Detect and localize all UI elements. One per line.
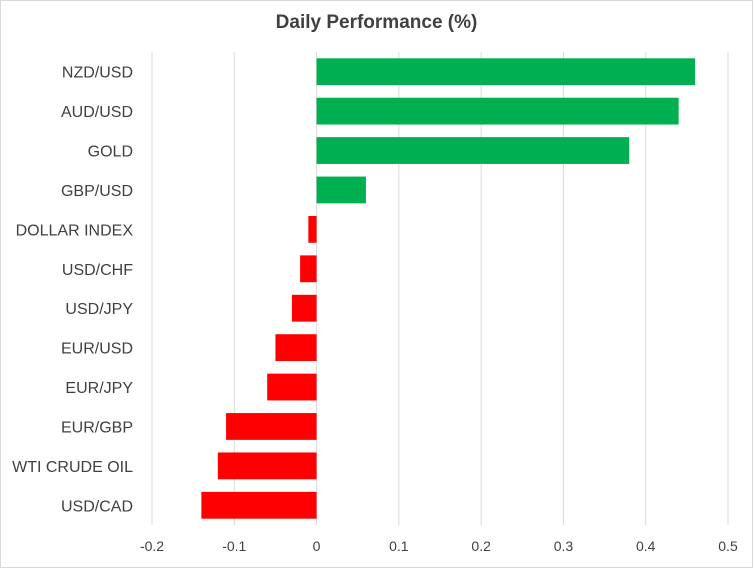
category-label: EUR/USD xyxy=(61,341,133,358)
bar xyxy=(275,334,317,362)
bar xyxy=(300,255,317,283)
x-tick-label: 0.1 xyxy=(389,538,409,554)
grid-lines xyxy=(151,52,729,525)
x-tick-label: -0.2 xyxy=(140,538,164,554)
bar xyxy=(267,373,317,401)
x-tick-label: 0 xyxy=(313,538,321,554)
chart-title: Daily Performance (%) xyxy=(275,12,478,33)
x-tick-label: -0.1 xyxy=(222,538,246,554)
bar xyxy=(316,58,696,86)
bar xyxy=(201,491,317,519)
bar xyxy=(291,294,317,322)
bars xyxy=(201,58,696,519)
x-tick-labels: -0.2 -0.1 0 0.1 0.2 0.3 0.4 0.5 xyxy=(140,538,738,554)
x-tick-label: 0.5 xyxy=(718,538,738,554)
bar xyxy=(217,452,317,480)
category-label: EUR/GBP xyxy=(61,419,133,436)
category-label: USD/CAD xyxy=(61,498,133,515)
x-tick-label: 0.2 xyxy=(471,538,491,554)
category-label: NZD/USD xyxy=(62,65,133,82)
category-label: WTI CRUDE OIL xyxy=(12,459,133,476)
x-tick-label: 0.3 xyxy=(554,538,574,554)
bar xyxy=(308,215,317,243)
category-label: AUD/USD xyxy=(61,104,133,121)
category-label: DOLLAR INDEX xyxy=(16,222,134,239)
category-label: EUR/JPY xyxy=(65,380,133,397)
category-label: USD/JPY xyxy=(65,301,133,318)
category-label: GBP/USD xyxy=(61,183,133,200)
bar xyxy=(226,413,317,440)
bar xyxy=(316,137,630,164)
bar xyxy=(316,97,679,125)
category-label: USD/CHF xyxy=(62,262,133,279)
x-tick-label: 0.4 xyxy=(636,538,656,554)
bar xyxy=(316,176,366,204)
category-label: GOLD xyxy=(88,144,133,161)
category-labels: NZD/USD AUD/USD GOLD GBP/USD DOLLAR INDEX USD… xyxy=(12,65,133,516)
